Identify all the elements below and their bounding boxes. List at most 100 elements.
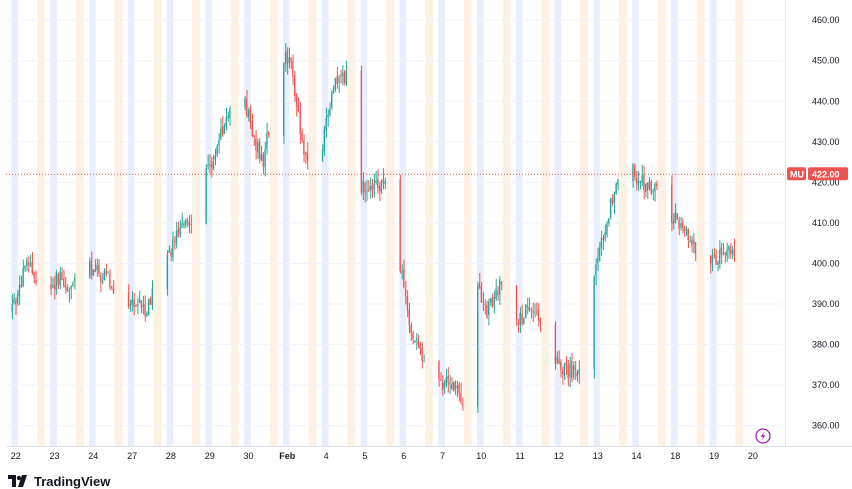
candle-body: [597, 258, 599, 263]
candle-body: [327, 115, 329, 118]
tradingview-brand[interactable]: TradingView: [8, 474, 110, 489]
candle-body: [491, 297, 493, 307]
candle-body: [373, 184, 375, 190]
candle-body: [685, 229, 687, 231]
candle-body: [445, 377, 447, 385]
candle-body: [336, 75, 338, 84]
candle-body: [364, 182, 366, 193]
candle-body: [338, 77, 340, 83]
candle-body: [643, 174, 645, 191]
x-tick-label: 18: [670, 451, 680, 461]
candle-body: [645, 183, 647, 192]
candle-body: [654, 183, 656, 192]
x-tick-label: 4: [324, 451, 329, 461]
candle-body: [16, 294, 19, 304]
candle-body: [609, 198, 612, 218]
candle-body: [59, 271, 61, 286]
candle-body: [534, 311, 536, 314]
candle-body: [456, 385, 458, 388]
candle-body: [262, 154, 264, 167]
lightning-circle-icon[interactable]: [755, 428, 771, 444]
candle-body: [694, 242, 697, 255]
candle-body: [595, 264, 597, 275]
candle-body: [24, 265, 26, 269]
candle-body: [493, 297, 495, 306]
candle-body: [421, 347, 423, 362]
candle-body: [92, 269, 94, 275]
candle-body: [478, 283, 481, 288]
candle-body: [419, 345, 421, 350]
candle-body: [251, 120, 253, 137]
candle-body: [362, 180, 364, 193]
candle-body: [477, 285, 479, 407]
candle-body: [218, 139, 220, 146]
candle-body: [724, 252, 726, 255]
candle-body: [615, 183, 617, 195]
tradingview-logo-icon: [8, 475, 27, 487]
y-tick-label: 440.00: [812, 96, 840, 106]
y-tick-label: 400.00: [812, 259, 840, 269]
candle-body: [140, 300, 142, 309]
candle-body: [656, 183, 658, 187]
candle-body: [321, 149, 324, 161]
candle-body: [462, 403, 464, 406]
candle-body: [299, 112, 301, 135]
x-tick-label: Feb: [279, 451, 296, 461]
candle-body: [480, 286, 482, 303]
candle-body: [64, 285, 67, 287]
x-tick-label: 11: [515, 451, 524, 461]
candle-body: [399, 179, 401, 272]
candle-body: [107, 272, 109, 274]
price-badge: MU 422.00: [787, 167, 848, 181]
y-tick-label: 460.00: [812, 15, 840, 25]
candle-body: [257, 142, 259, 152]
last-price-label: 422.00: [812, 169, 840, 179]
candle-body: [367, 189, 370, 192]
candle-body: [89, 261, 91, 278]
candle-body: [170, 251, 172, 256]
candle-body: [726, 249, 728, 257]
candle-body: [214, 155, 216, 160]
candle-body: [652, 190, 654, 193]
candle-body: [408, 309, 410, 326]
candle-body: [110, 286, 113, 289]
y-tick-label: 450.00: [812, 56, 840, 66]
candle-body: [412, 333, 414, 340]
candle-body: [284, 52, 287, 64]
candle-body: [96, 265, 98, 270]
candle-body: [29, 263, 31, 265]
candle-body: [515, 285, 518, 321]
candle-body: [105, 270, 107, 275]
candle-body: [497, 290, 499, 296]
candle-body: [711, 255, 713, 265]
candle-body: [133, 299, 135, 307]
candle-body: [488, 302, 490, 316]
candle-body: [404, 289, 407, 297]
candle-body: [212, 161, 214, 170]
x-tick-label: 5: [362, 451, 367, 461]
candle-body: [181, 222, 183, 228]
candle-body: [268, 131, 270, 135]
candle-body: [229, 108, 231, 119]
candle-body: [572, 365, 575, 377]
candle-body: [15, 300, 17, 305]
candle-body: [569, 363, 571, 377]
last-price-badge-bg: [808, 167, 848, 181]
candle-body: [613, 194, 615, 204]
candle-body: [537, 309, 540, 321]
candle-body: [253, 134, 255, 138]
candle-body: [57, 274, 59, 286]
candle-body: [718, 250, 721, 264]
grid-lines: [6, 0, 852, 447]
candle-body: [692, 240, 695, 244]
candle-body: [244, 98, 246, 108]
candle-body: [297, 104, 299, 112]
candle-body: [290, 57, 292, 63]
candle-body: [360, 70, 362, 194]
x-tick-label: 28: [166, 451, 176, 461]
candle-body: [672, 220, 675, 224]
x-tick-label: 30: [243, 451, 253, 461]
symbol-badge: MU: [790, 169, 804, 179]
candle-body: [410, 325, 412, 333]
